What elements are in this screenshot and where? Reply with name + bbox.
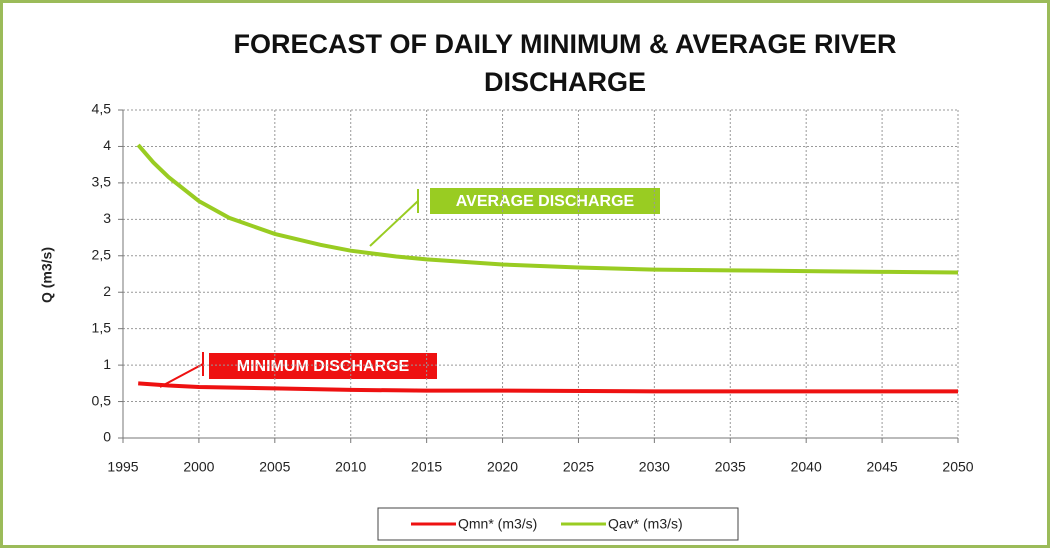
legend-label: Qav* (m3/s) [608,516,683,532]
y-tick-label: 4 [103,137,111,153]
x-tick-label: 2010 [335,459,366,475]
y-tick-label: 2,5 [92,246,112,262]
annotation-box [430,188,660,214]
annotation: MINIMUM DISCHARGE [237,358,410,375]
annotation-box [209,353,437,379]
x-tick-label: 2020 [487,459,518,475]
y-tick-label: 0 [103,429,111,445]
x-tick-label: 2045 [867,459,898,475]
y-tick-label: 3,5 [92,174,112,190]
annotation: AVERAGE DISCHARGE [456,193,635,210]
y-tick-label: 1,5 [92,319,112,335]
legend-label: Qmn* (m3/s) [458,516,537,532]
y-tick-label: 2 [103,283,111,299]
x-tick-label: 2000 [183,459,214,475]
x-tick-label: 2040 [791,459,822,475]
x-tick-label: 2050 [942,459,973,475]
chart-title: FORECAST OF DAILY MINIMUM & AVERAGE RIVE… [233,29,897,97]
series-line [138,381,958,394]
x-tick-label: 2005 [259,459,290,475]
y-tick-label: 4,5 [92,101,112,117]
y-tick-label: 3 [103,210,111,226]
annotation-arrow [369,200,419,247]
plot: Q (m3/s) MINIMUM DISCHARGE AVERAGE DISCH… [39,101,974,541]
annotation-arrow [159,363,204,388]
x-tick-label: 2015 [411,459,442,475]
x-tick-label: 2035 [715,459,746,475]
series-line [136,143,959,275]
y-tick-label: 0,5 [92,392,112,408]
x-tick-label: 2025 [563,459,594,475]
y-tick-label: 1 [103,356,111,372]
x-tick-label: 2030 [639,459,670,475]
y-axis-label: Q (m3/s) [39,247,55,303]
x-tick-label: 1995 [107,459,138,475]
